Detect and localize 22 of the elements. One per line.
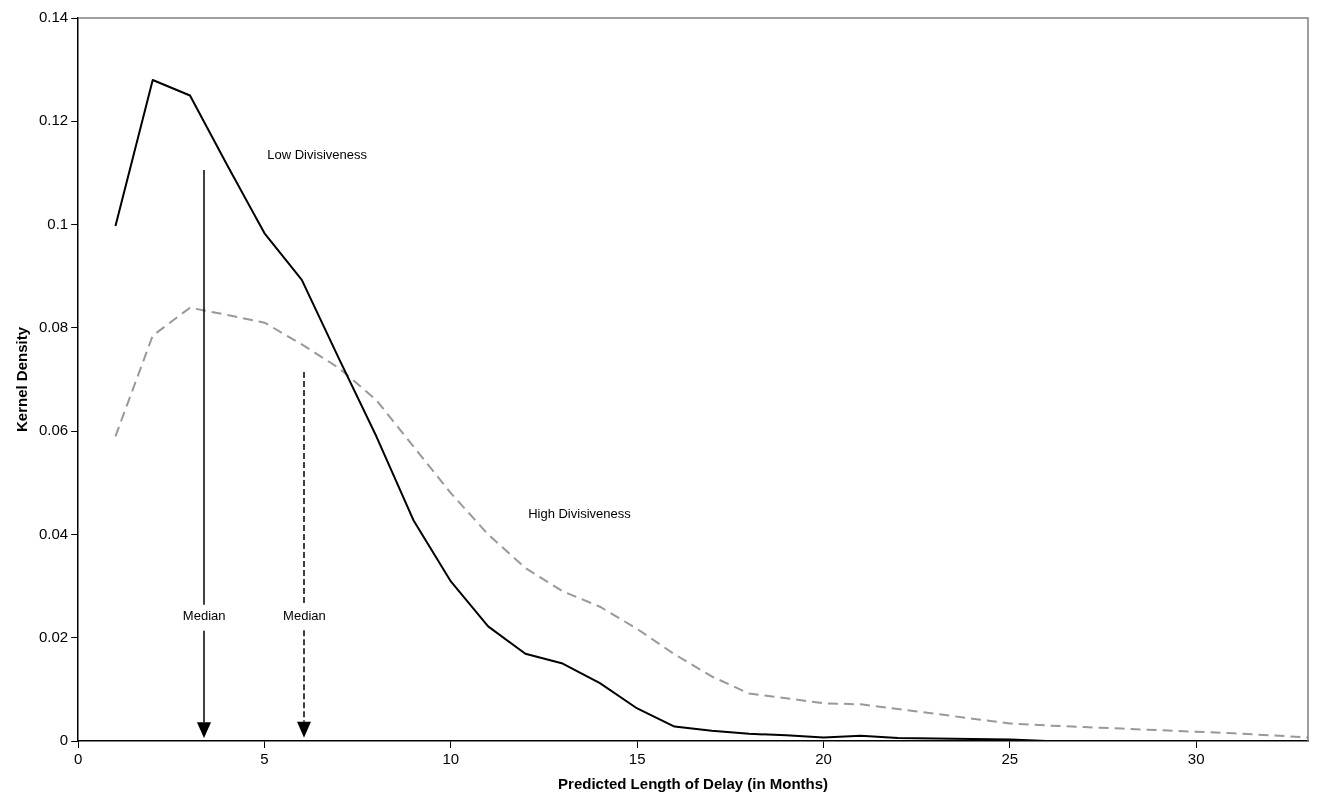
ref-line-label: Median	[182, 608, 226, 624]
text: Low Divisiveness	[267, 146, 368, 162]
x-tick-label: 30	[1187, 750, 1205, 768]
y-tick-label: 0.04	[38, 524, 69, 542]
y-tick-label: 0.08	[38, 318, 69, 335]
y-tick-label: 0	[59, 731, 69, 749]
x-tick-label: 0	[74, 750, 83, 768]
line-series	[114, 306, 1308, 739]
x-axis-title: Predicted Length of Delay (in Months)	[558, 775, 829, 793]
x-tick-label: 10	[442, 750, 460, 768]
y-axis-title: Kernel Density	[13, 326, 31, 433]
x-tick-label: 25	[1001, 750, 1019, 768]
y-tick-label: 0.12	[38, 111, 69, 129]
text: High Divisiveness	[528, 506, 632, 522]
y-tick-label: 0.1	[47, 214, 69, 232]
ref-line-label: Median	[283, 608, 326, 624]
y-tick-label: 0.06	[38, 421, 69, 439]
x-tick-label: 20	[815, 750, 832, 768]
y-tick-label: 0.02	[38, 627, 69, 645]
y-tick-label: 0.14	[38, 8, 69, 26]
x-tick-label: 5	[260, 750, 269, 768]
x-tick-label: 15	[628, 750, 646, 768]
